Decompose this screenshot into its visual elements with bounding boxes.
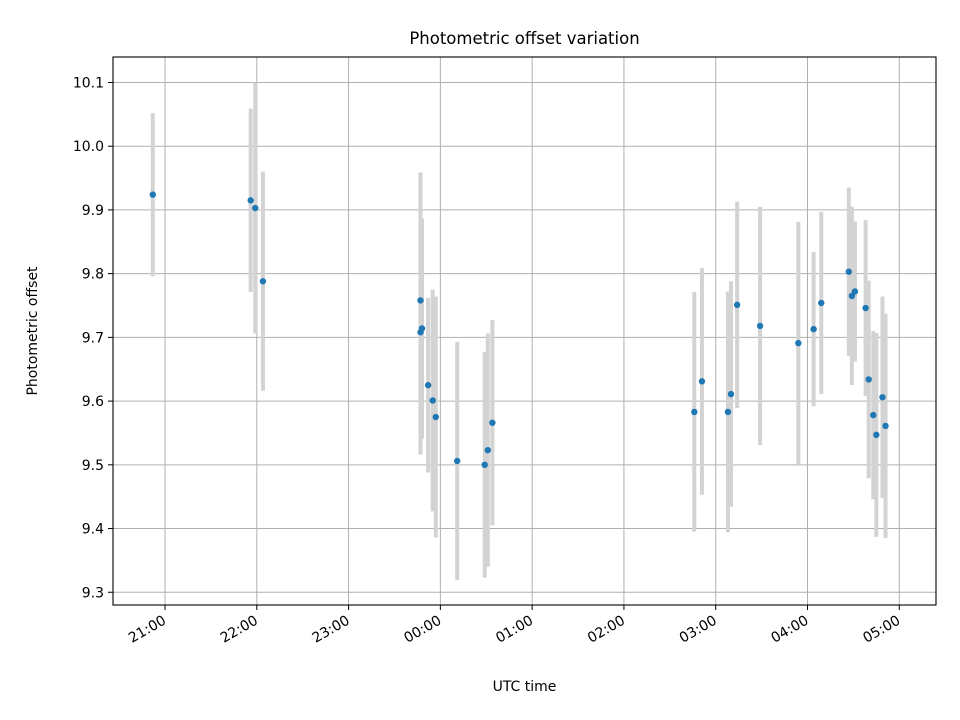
y-tick-label: 9.4 — [82, 522, 104, 538]
y-tick-label: 9.3 — [82, 585, 104, 601]
x-tick-label: 03:00 — [677, 613, 720, 647]
data-point — [259, 278, 267, 285]
data-point — [453, 457, 461, 465]
data-point — [724, 408, 732, 416]
plot-frame — [112, 56, 937, 606]
error-bars — [150, 82, 888, 581]
y-tick-label: 9.6 — [82, 394, 104, 410]
x-tick-label: 02:00 — [585, 613, 628, 647]
data-point — [848, 292, 856, 300]
data-point — [252, 204, 259, 212]
data-point — [691, 408, 698, 416]
data-point — [862, 304, 869, 312]
data-point — [879, 394, 886, 401]
x-tick-label: 21:00 — [126, 613, 169, 647]
data-point — [429, 397, 436, 404]
x-axis-label: UTC time — [493, 679, 557, 695]
x-tick-label: 05:00 — [860, 613, 903, 647]
data-point — [417, 329, 424, 336]
y-tick-label: 9.9 — [82, 203, 104, 219]
y-tick-label: 10.0 — [73, 139, 104, 155]
data-point — [481, 461, 488, 469]
y-tick-label: 9.5 — [82, 458, 104, 474]
data-point — [149, 191, 156, 198]
data-point — [810, 325, 817, 333]
data-point — [424, 381, 432, 389]
y-tick-label: 9.7 — [82, 330, 104, 346]
data-point — [417, 297, 424, 304]
data-point — [698, 378, 706, 385]
data-point — [870, 411, 877, 419]
chart-title: Photometric offset variation — [409, 29, 639, 48]
data-point — [727, 390, 735, 398]
data-point — [432, 413, 439, 421]
data-point — [851, 288, 859, 295]
x-tick-label: 00:00 — [401, 613, 444, 647]
data-point — [484, 446, 491, 454]
y-axis-label: Photometric offset — [25, 266, 41, 396]
y-tick-label: 10.1 — [73, 75, 104, 91]
data-point — [247, 197, 254, 204]
x-tick-label: 23:00 — [310, 613, 353, 647]
y-axis: 9.3 9.4 9.5 9.6 9.7 9.8 9.9 10.0 10.1 — [73, 75, 113, 601]
data-point — [873, 431, 880, 439]
x-axis: 21:00 22:00 23:00 00:00 01:00 02:00 03:00 04:00… — [126, 605, 903, 647]
data-point — [845, 268, 853, 275]
y-tick-label: 9.8 — [82, 267, 104, 283]
data-point — [756, 322, 764, 330]
data-point — [795, 339, 802, 347]
x-tick-label: 01:00 — [493, 613, 536, 647]
data-point — [733, 301, 741, 309]
data-point — [865, 376, 872, 383]
data-point — [489, 419, 496, 426]
data-point — [818, 299, 825, 307]
data-point — [882, 422, 889, 430]
x-tick-label: 04:00 — [769, 613, 812, 647]
x-tick-label: 22:00 — [218, 613, 261, 647]
data-points — [149, 191, 889, 469]
